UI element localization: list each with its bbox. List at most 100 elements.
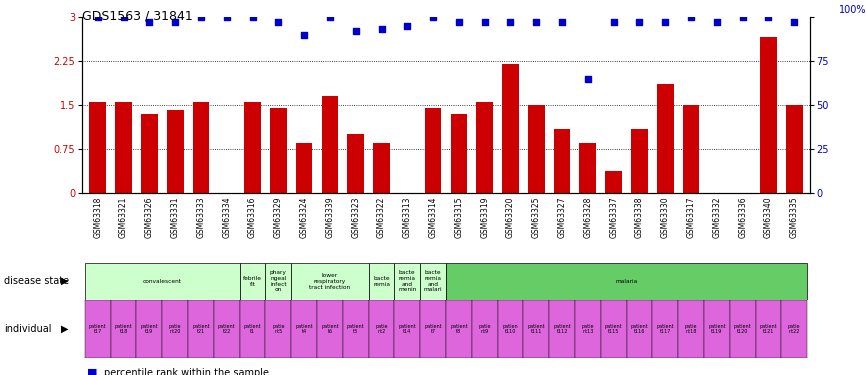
Bar bbox=[785, 105, 803, 193]
Point bbox=[632, 19, 646, 25]
Bar bbox=[291, 300, 317, 358]
Bar bbox=[373, 143, 390, 193]
Bar bbox=[188, 300, 214, 358]
Text: GDS1563 / 31841: GDS1563 / 31841 bbox=[82, 9, 193, 22]
Bar bbox=[343, 300, 369, 358]
Text: GSM63336: GSM63336 bbox=[738, 196, 747, 238]
Text: patient
t19: patient t19 bbox=[140, 324, 158, 334]
Text: GSM63316: GSM63316 bbox=[248, 196, 257, 238]
Text: patient
t115: patient t115 bbox=[604, 324, 623, 334]
Bar bbox=[240, 262, 265, 300]
Bar bbox=[657, 84, 674, 193]
Point bbox=[581, 76, 595, 82]
Bar bbox=[192, 102, 210, 193]
Text: patient
t8: patient t8 bbox=[450, 324, 468, 334]
Text: GSM63337: GSM63337 bbox=[609, 196, 618, 238]
Text: GSM63331: GSM63331 bbox=[171, 196, 179, 238]
Text: bacte
remia: bacte remia bbox=[373, 276, 390, 286]
Point bbox=[555, 19, 569, 25]
Bar bbox=[760, 38, 777, 193]
Bar bbox=[502, 64, 519, 193]
Text: patient
t111: patient t111 bbox=[527, 324, 545, 334]
Text: GSM63329: GSM63329 bbox=[274, 196, 283, 238]
Text: ▶: ▶ bbox=[61, 276, 68, 286]
Text: GSM63333: GSM63333 bbox=[197, 196, 205, 238]
Point bbox=[375, 26, 389, 32]
Text: ▶: ▶ bbox=[61, 324, 68, 334]
Bar bbox=[244, 102, 261, 193]
Bar bbox=[347, 134, 364, 193]
Text: GSM63320: GSM63320 bbox=[506, 196, 515, 238]
Bar bbox=[450, 114, 468, 193]
Text: bacte
remia
and
malari: bacte remia and malari bbox=[423, 270, 443, 292]
Text: patient
t7: patient t7 bbox=[424, 324, 442, 334]
Bar bbox=[704, 300, 730, 358]
Text: GSM63328: GSM63328 bbox=[584, 196, 592, 238]
Bar bbox=[265, 300, 291, 358]
Bar bbox=[394, 300, 420, 358]
Text: patient
t1: patient t1 bbox=[243, 324, 262, 334]
Text: GSM63326: GSM63326 bbox=[145, 196, 154, 238]
Point bbox=[684, 14, 698, 20]
Text: GSM63314: GSM63314 bbox=[429, 196, 437, 238]
Text: patient
t120: patient t120 bbox=[734, 324, 752, 334]
Text: GSM63338: GSM63338 bbox=[635, 196, 644, 238]
Bar bbox=[755, 300, 781, 358]
Text: 100%: 100% bbox=[839, 5, 866, 15]
Bar bbox=[111, 300, 137, 358]
Point bbox=[710, 19, 724, 25]
Bar bbox=[141, 114, 158, 193]
Text: GSM63318: GSM63318 bbox=[94, 196, 102, 238]
Point bbox=[787, 19, 801, 25]
Text: GSM63340: GSM63340 bbox=[764, 196, 773, 238]
Text: febrile
fit: febrile fit bbox=[243, 276, 262, 286]
Text: patient
t14: patient t14 bbox=[398, 324, 416, 334]
Point bbox=[452, 19, 466, 25]
Bar bbox=[317, 300, 343, 358]
Bar bbox=[472, 300, 498, 358]
Text: phary
ngeal
infect
on: phary ngeal infect on bbox=[270, 270, 287, 292]
Text: disease state: disease state bbox=[4, 276, 69, 286]
Text: patie
nt18: patie nt18 bbox=[685, 324, 697, 334]
Text: GSM63334: GSM63334 bbox=[223, 196, 231, 238]
Point bbox=[426, 14, 440, 20]
Bar bbox=[528, 105, 545, 193]
Text: patient
t119: patient t119 bbox=[708, 324, 726, 334]
Text: GSM63335: GSM63335 bbox=[790, 196, 798, 238]
Text: patie
nt5: patie nt5 bbox=[272, 324, 285, 334]
Point bbox=[142, 19, 156, 25]
Text: GSM63313: GSM63313 bbox=[403, 196, 412, 238]
Text: GSM63332: GSM63332 bbox=[713, 196, 721, 238]
Text: patie
nt13: patie nt13 bbox=[582, 324, 594, 334]
Text: percentile rank within the sample: percentile rank within the sample bbox=[104, 368, 269, 375]
Text: GSM63324: GSM63324 bbox=[300, 196, 308, 238]
Bar bbox=[167, 110, 184, 193]
Point bbox=[297, 32, 311, 38]
Bar bbox=[523, 300, 549, 358]
Bar bbox=[265, 262, 291, 300]
Text: GSM63323: GSM63323 bbox=[352, 196, 360, 238]
Text: patient
t121: patient t121 bbox=[759, 324, 778, 334]
Text: GSM63330: GSM63330 bbox=[661, 196, 669, 238]
Text: patient
t116: patient t116 bbox=[630, 324, 649, 334]
Bar bbox=[394, 262, 420, 300]
Text: GSM63317: GSM63317 bbox=[687, 196, 695, 238]
Text: patient
t17: patient t17 bbox=[89, 324, 107, 334]
Bar bbox=[369, 300, 394, 358]
Text: GSM63325: GSM63325 bbox=[532, 196, 540, 238]
Bar bbox=[420, 262, 446, 300]
Point bbox=[736, 14, 750, 20]
Bar bbox=[446, 262, 807, 300]
Point bbox=[246, 14, 260, 20]
Point bbox=[91, 14, 105, 20]
Text: patient
t6: patient t6 bbox=[321, 324, 339, 334]
Bar bbox=[291, 262, 369, 300]
Text: patie
nt20: patie nt20 bbox=[169, 324, 181, 334]
Point bbox=[323, 14, 337, 20]
Point bbox=[400, 22, 414, 29]
Text: GSM63319: GSM63319 bbox=[480, 196, 489, 238]
Point bbox=[607, 19, 621, 25]
Point bbox=[503, 19, 517, 25]
Text: patient
t112: patient t112 bbox=[553, 324, 571, 334]
Bar bbox=[476, 102, 493, 193]
